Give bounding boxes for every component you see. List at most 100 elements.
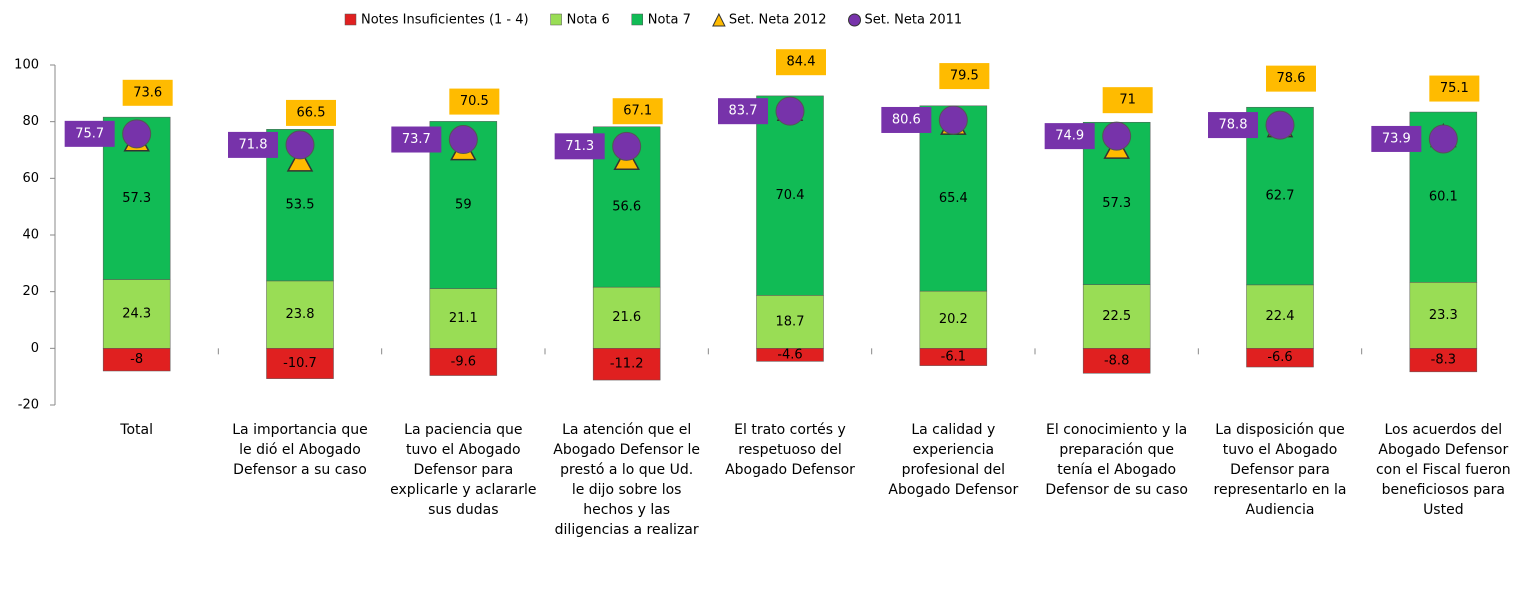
- x-tick-label: Total: [120, 422, 153, 438]
- marker-2011: [775, 96, 805, 126]
- marker-label: 73.9: [1382, 131, 1411, 146]
- bar-label: 23.8: [286, 307, 315, 322]
- y-tick-label: -20: [18, 398, 39, 413]
- bar-label: 62.7: [1266, 189, 1295, 204]
- marker-label: 78.8: [1219, 118, 1248, 133]
- label-box: [1102, 87, 1153, 114]
- label-box: [122, 79, 173, 106]
- legend-swatch: [848, 13, 862, 27]
- legend-label: Nota 7: [648, 13, 691, 28]
- marker-label: 84.4: [787, 55, 816, 70]
- marker-label: 78.6: [1277, 71, 1306, 86]
- marker-label: 73.7: [402, 132, 431, 147]
- bar-label: 60.1: [1429, 190, 1458, 205]
- bar-label: 24.3: [122, 306, 151, 321]
- y-tick-label: 0: [31, 341, 39, 356]
- legend-swatch: [550, 13, 562, 26]
- x-tick-label: La calidad y experiencia profesional del…: [888, 422, 1019, 498]
- x-tick-label: La importancia que le dió el Abogado Def…: [232, 422, 368, 478]
- label-box: [612, 98, 663, 125]
- x-tick-label: La atención que el Abogado Defensor le p…: [553, 422, 701, 538]
- legend-label: Notes Insuficientes (1 - 4): [361, 13, 529, 28]
- bar: [429, 288, 498, 349]
- label-box: [776, 49, 826, 76]
- bar-label: 21.1: [449, 311, 478, 326]
- x-tick-label: La disposición que tuvo el Abogado Defen…: [1213, 422, 1347, 518]
- y-tick-label: 20: [22, 284, 39, 299]
- legend-swatch: [344, 13, 357, 26]
- bar-label: -8.3: [1431, 353, 1456, 368]
- marker-2012: [286, 147, 314, 172]
- bar-label: 56.6: [612, 199, 641, 214]
- label-box: [391, 126, 442, 153]
- bar-label: -11.2: [610, 357, 644, 372]
- y-tick-label: 40: [22, 228, 39, 243]
- y-tick-label: 100: [14, 58, 39, 73]
- marker-label: 79.5: [950, 69, 979, 84]
- legend-swatch: [712, 12, 726, 27]
- bar: [756, 295, 824, 349]
- marker-2011: [1428, 124, 1458, 154]
- bar-label: 23.3: [1429, 308, 1458, 323]
- legend-label: Nota 6: [567, 13, 610, 28]
- bar: [592, 348, 661, 381]
- bar-label: -6.1: [941, 349, 966, 364]
- bar-label: 59: [455, 197, 472, 212]
- marker-label: 80.6: [892, 112, 921, 127]
- label-box: [554, 133, 605, 160]
- marker-label: 74.9: [1055, 129, 1084, 144]
- label-box: [286, 99, 336, 126]
- marker-label: 71.3: [565, 139, 594, 154]
- bar: [1246, 284, 1314, 349]
- label-box: [939, 63, 990, 90]
- marker-2011: [448, 125, 478, 155]
- y-tick-label: 60: [22, 171, 39, 186]
- bar-label: -10.7: [283, 356, 317, 371]
- legend-swatch: [631, 13, 643, 26]
- bar-label: -9.6: [451, 354, 476, 369]
- bar-label: -4.6: [777, 347, 802, 362]
- bar-label: 57.3: [1102, 196, 1131, 211]
- legend-label: Set. Neta 2011: [865, 13, 963, 28]
- bar: [756, 95, 824, 296]
- bar-label: 18.7: [776, 314, 805, 329]
- label-box: [64, 120, 115, 147]
- label-box: [1429, 75, 1480, 102]
- label-box: [228, 131, 278, 158]
- label-box: [1044, 123, 1095, 150]
- x-tick-label: Los acuerdos del Abogado Defensor con el…: [1375, 422, 1511, 518]
- marker-2011: [285, 130, 315, 160]
- bar: [1082, 284, 1151, 349]
- bar: [266, 280, 334, 349]
- bar-label: -8.8: [1104, 353, 1129, 368]
- bar-label: 20.2: [939, 312, 968, 327]
- label-box: [449, 88, 500, 115]
- marker-2011: [938, 105, 968, 135]
- marker-label: 70.5: [460, 94, 489, 109]
- bar: [919, 105, 988, 292]
- bar: [919, 290, 988, 349]
- bar: [429, 348, 498, 376]
- bar: [266, 348, 334, 379]
- y-tick-label: 80: [22, 114, 39, 129]
- label-box: [1371, 125, 1422, 152]
- bar-label: 70.4: [776, 188, 805, 203]
- bar: [1082, 348, 1151, 374]
- marker-2011: [1102, 121, 1132, 151]
- bar: [102, 279, 171, 349]
- bar-label: -6.6: [1267, 350, 1292, 365]
- bar: [1409, 282, 1478, 349]
- label-box: [881, 106, 932, 133]
- bar-label: 22.5: [1102, 309, 1131, 324]
- bar-label: 21.6: [612, 310, 641, 325]
- marker-label: 83.7: [729, 104, 758, 119]
- marker-label: 71.8: [239, 137, 268, 152]
- marker-label: 75.1: [1440, 81, 1469, 96]
- marker-2011: [1265, 110, 1295, 140]
- bar-label: 65.4: [939, 191, 968, 206]
- x-tick-label: El trato cortés y respetuoso del Abogado…: [725, 422, 855, 478]
- bar: [592, 286, 661, 349]
- label-box: [1266, 65, 1316, 92]
- marker-label: 73.6: [133, 85, 162, 100]
